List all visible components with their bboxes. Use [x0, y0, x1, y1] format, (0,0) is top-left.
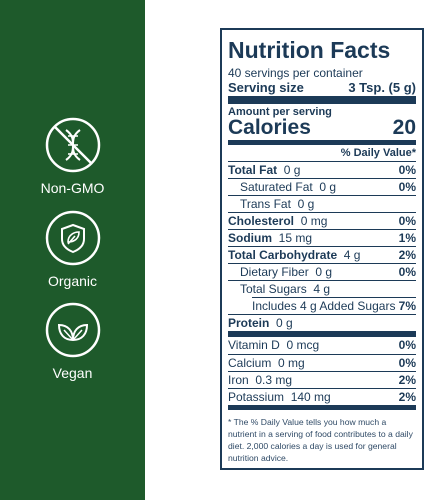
nutrient-dv: 0%: [398, 180, 416, 194]
calories-label: Calories: [228, 116, 311, 139]
vitamin-row: Vitamin D 0 mcg 0%: [228, 337, 416, 354]
nutrient-name: Sodium: [228, 231, 272, 245]
rule: [228, 331, 416, 337]
nutrient-amount: 0 g: [283, 163, 301, 177]
nutrient-row: Protein 0 g: [228, 314, 416, 331]
nutrient-amount: 0 g: [276, 316, 293, 330]
nutrient-amount: 0 g: [319, 180, 337, 194]
label-title: Nutrition Facts: [228, 37, 391, 63]
nutrient-amount: 0 g: [315, 265, 333, 279]
badge: Organic: [0, 209, 145, 289]
nutrient-dv: 7%: [398, 299, 416, 313]
vitamin-row: Potassium 140 mg 2%: [228, 388, 416, 405]
daily-value-header: % Daily Value*: [340, 147, 416, 159]
nutrient-name: Includes 4 g Added Sugars: [252, 299, 396, 313]
vitamin-row: Iron 0.3 mg 2%: [228, 371, 416, 388]
sidebar: Non-GMO Organic Vegan: [0, 0, 145, 500]
vitamin-dv: 2%: [398, 390, 416, 404]
vitamin-name: Vitamin D: [228, 338, 280, 352]
footnote: * The % Daily Value tells you how much a…: [228, 417, 413, 463]
nutrient-row: Dietary Fiber 0 g 0%: [228, 263, 416, 280]
nutrient-name: Cholesterol: [228, 214, 295, 228]
vitamin-dv: 2%: [398, 373, 416, 387]
calories: Calories 20: [228, 116, 416, 140]
nutrient-row: Cholesterol 0 mg 0%: [228, 212, 416, 229]
nutrient-amount: 0 mg: [300, 214, 328, 228]
vitamin-name: Calcium: [228, 356, 272, 370]
nutrient-row: Total Sugars 4 g: [228, 280, 416, 297]
nutrient-row: Sodium 15 mg 1%: [228, 229, 416, 246]
calories-value: 20: [392, 116, 416, 139]
nutrient-name: Total Sugars: [240, 282, 307, 296]
nutrient-row: Saturated Fat 0 g 0%: [228, 178, 416, 195]
vegan-icon: [45, 302, 100, 358]
serving-size: Serving size 3 Tsp. (5 g): [228, 80, 416, 96]
vitamin-dv: 0%: [398, 356, 416, 370]
badge: Vegan: [0, 301, 145, 381]
rule: [228, 96, 416, 104]
nutrient-row: Total Carbohydrate 4 g 2%: [228, 246, 416, 263]
nutrient-dv: 0%: [398, 163, 416, 177]
nutrient-dv: 1%: [398, 231, 416, 245]
nutrient-dv: 0%: [398, 214, 416, 228]
nutrient-name: Trans Fat: [240, 197, 291, 211]
badge: Non-GMO: [0, 116, 145, 196]
nutrient-dv: 0%: [398, 265, 416, 279]
vitamin-row: Calcium 0 mg 0%: [228, 354, 416, 371]
nutrient-amount: 4 g: [343, 248, 361, 262]
nutrient-dv: 2%: [398, 248, 416, 262]
nutrition-label: Nutrition Facts 40 servings per containe…: [220, 28, 424, 470]
rule: [228, 405, 416, 410]
nutrient-row: Total Fat 0 g 0%: [228, 161, 416, 178]
amount-per-serving: Amount per serving: [228, 106, 332, 118]
serving-size-label: Serving size: [228, 80, 304, 95]
vitamin-amount: 0 mg: [278, 356, 305, 370]
nutrient-amount: 4 g: [313, 282, 331, 296]
vitamin-amount: 0.3 mg: [255, 373, 293, 387]
vitamin-amount: 0 mcg: [286, 338, 320, 352]
rule: [228, 140, 416, 145]
vitamin-name: Iron: [228, 373, 249, 387]
nutrient-name: Protein: [228, 316, 270, 330]
vitamin-dv: 0%: [398, 338, 416, 352]
nutrient-amount: 15 mg: [278, 231, 313, 245]
non-gmo-icon: [45, 117, 100, 173]
serving-size-value: 3 Tsp. (5 g): [348, 80, 416, 95]
nutrient-name: Total Fat: [228, 163, 278, 177]
organic-icon: [45, 210, 100, 266]
badge-label: Non-GMO: [40, 180, 105, 196]
badge-label: Organic: [47, 273, 98, 289]
nutrient-amount: 0 g: [297, 197, 315, 211]
servings: 40 servings per container: [228, 66, 363, 80]
vitamin-amount: 140 mg: [290, 390, 331, 404]
nutrient-row: Trans Fat 0 g: [228, 195, 416, 212]
nutrient-name: Saturated Fat: [240, 180, 313, 194]
nutrient-name: Dietary Fiber: [240, 265, 309, 279]
nutrient-row: Includes 4 g Added Sugars 7%: [252, 297, 416, 314]
badge-label: Vegan: [52, 365, 93, 381]
nutrient-name: Total Carbohydrate: [228, 248, 338, 262]
vitamin-name: Potassium: [228, 390, 285, 404]
